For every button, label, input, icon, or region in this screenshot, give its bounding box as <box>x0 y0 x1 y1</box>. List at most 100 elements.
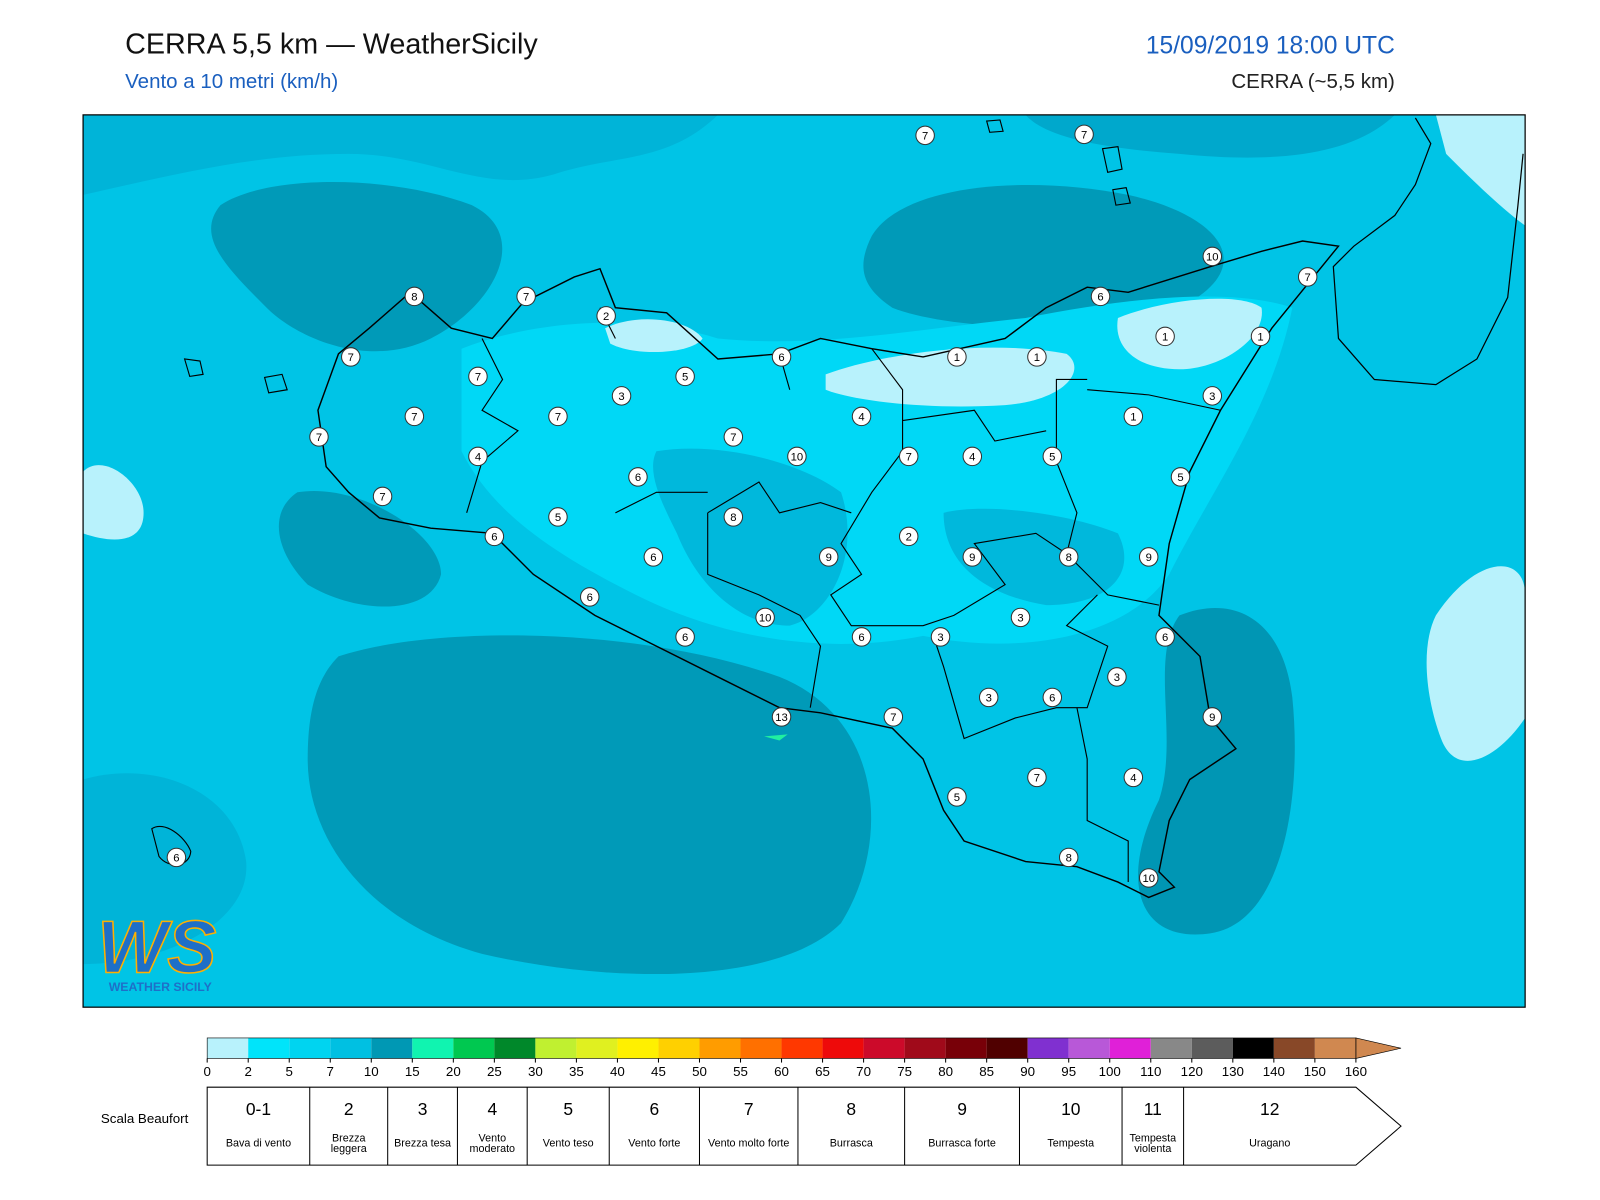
station-marker <box>1202 707 1223 727</box>
station-marker <box>771 707 792 727</box>
beaufort-name-box: Vento molto forte <box>708 1138 789 1149</box>
station-value: 6 <box>1049 693 1055 705</box>
station-marker <box>372 486 393 507</box>
beaufort-name: Vento forte <box>628 1137 681 1150</box>
beaufort-force: 7 <box>744 1099 754 1119</box>
calabria-coast <box>1332 117 1524 386</box>
subtitle: Vento a 10 metri (km/h) <box>125 70 338 93</box>
station-value: 7 <box>1034 773 1040 785</box>
station-marker <box>962 547 983 567</box>
station-marker <box>787 446 807 467</box>
station-value: 7 <box>411 412 417 424</box>
beaufort-name: Bava di vento <box>225 1137 292 1150</box>
colorbar-tick-label: 50 <box>692 1064 707 1079</box>
station-value: 10 <box>1206 252 1219 264</box>
colorbar-tick-label: 55 <box>733 1064 748 1079</box>
beaufort-force: 3 <box>418 1099 428 1119</box>
colorbar-tick-label: 7 <box>327 1064 334 1079</box>
colorbar-segment <box>207 1037 249 1059</box>
wind-field <box>1117 298 1262 370</box>
colorbar-tick-label: 35 <box>569 1064 584 1079</box>
island <box>151 119 1131 866</box>
station-value: 7 <box>906 452 912 464</box>
station-value: 5 <box>1177 472 1183 484</box>
station-value: 4 <box>475 452 481 464</box>
station-marker <box>1074 124 1094 145</box>
station-value: 1 <box>1257 332 1263 344</box>
beaufort-name: Brezza tesa <box>394 1137 451 1150</box>
logo-text: WEATHER SICILY <box>109 980 212 994</box>
station-value: 9 <box>1146 552 1152 564</box>
colorbar-tick-label: 140 <box>1263 1064 1285 1079</box>
colorbar-tick-label: 15 <box>405 1064 420 1079</box>
station-value: 7 <box>922 130 928 142</box>
station-value: 1 <box>1130 412 1136 424</box>
wind-field <box>278 490 442 607</box>
colorbar-segment <box>863 1037 905 1059</box>
colorbar-tick-label: 40 <box>610 1064 625 1079</box>
station-value: 7 <box>1305 272 1311 284</box>
station-marker <box>468 366 488 387</box>
station-marker <box>580 587 600 607</box>
station-value: 6 <box>587 592 593 604</box>
station-value: 10 <box>1142 873 1155 885</box>
colorbar-tick-label: 150 <box>1304 1064 1326 1079</box>
station-value: 8 <box>1066 853 1072 865</box>
station-marker <box>1010 607 1031 628</box>
station-value: 8 <box>411 292 417 304</box>
station-value: 10 <box>791 452 804 464</box>
station-marker <box>1250 326 1271 347</box>
station-marker <box>309 427 329 447</box>
colorbar-tick-label: 85 <box>979 1064 994 1079</box>
wind-field <box>1435 114 1526 226</box>
station-marker <box>548 507 568 527</box>
colorbar-segment <box>699 1037 741 1059</box>
beaufort-force: 0-1 <box>246 1099 271 1119</box>
station-marker <box>947 787 967 807</box>
colorbar: 0 2 5 7 10 15 20 25 30 35 40 45 50 55 60 65 70 75 80 85 90 95… <box>203 1037 1402 1079</box>
station-value: 6 <box>635 472 641 484</box>
map <box>83 114 1526 1008</box>
wind-field <box>825 347 1075 407</box>
colorbar-tick-label: 160 <box>1345 1064 1367 1079</box>
station-marker <box>771 347 792 367</box>
beaufort-name: Tempesta <box>1047 1137 1095 1150</box>
station-value: 1 <box>1034 352 1040 364</box>
station-value: 1 <box>954 352 960 364</box>
colorbar-tick-label: 30 <box>528 1064 543 1079</box>
logo-mark: WS <box>97 905 216 988</box>
station-value: 5 <box>1049 452 1055 464</box>
colorbar-segment <box>740 1037 782 1059</box>
station-marker <box>1202 386 1223 406</box>
colorbar-tick-label: 75 <box>897 1064 912 1079</box>
beaufort-scale: Scala Beaufort 0-1 Bava di vento 2 Brezza l… <box>101 1086 1402 1166</box>
colorbar-tick-label: 65 <box>815 1064 830 1079</box>
colorbar-tick-label: 120 <box>1181 1064 1203 1079</box>
wind-field <box>943 508 1125 606</box>
station-value: 6 <box>1162 632 1168 644</box>
station-marker <box>1058 847 1079 868</box>
wind-field <box>307 635 872 975</box>
station-value: 7 <box>555 412 561 424</box>
station-value: 4 <box>969 452 975 464</box>
station-value: 7 <box>348 352 354 364</box>
wind-field <box>1426 566 1526 761</box>
station-marker <box>404 286 425 307</box>
beaufort-name-box: Tempesta <box>1047 1137 1095 1150</box>
station-marker <box>723 427 744 447</box>
station-marker <box>898 526 919 547</box>
colorbar-tick-label: 2 <box>244 1064 251 1079</box>
station-marker <box>628 467 648 487</box>
colorbar-tick-label: 10 <box>364 1064 379 1079</box>
station-value: 7 <box>523 292 529 304</box>
beaufort-force: 9 <box>957 1099 967 1119</box>
colorbar-segment <box>576 1037 618 1059</box>
beaufort-name-box: Burrasca <box>830 1138 873 1149</box>
station-marker <box>1042 446 1063 467</box>
station-marker <box>468 446 488 467</box>
station-marker <box>484 526 505 547</box>
station-marker <box>1297 267 1318 287</box>
station-marker <box>962 446 983 467</box>
station-marker <box>1042 687 1063 708</box>
